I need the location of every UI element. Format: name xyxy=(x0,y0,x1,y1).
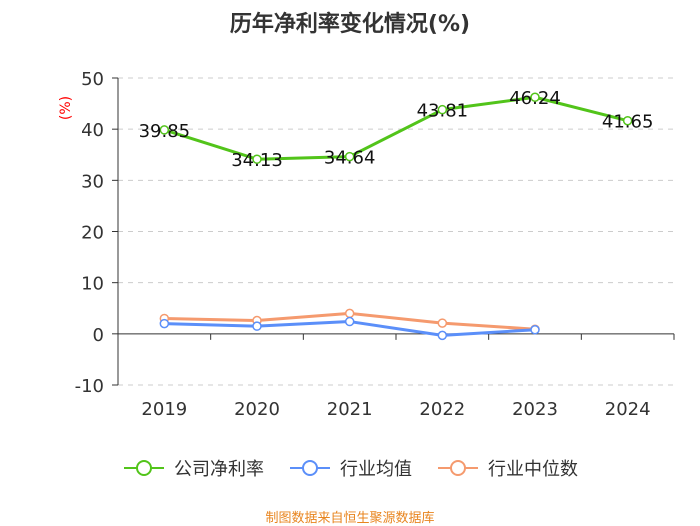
data-label: 43.81 xyxy=(417,101,469,122)
data-label: 39.85 xyxy=(139,121,191,142)
series-lines xyxy=(159,92,633,341)
data-point xyxy=(437,104,448,115)
x-tick-label: 2019 xyxy=(141,399,187,420)
legend-label: 行业中位数 xyxy=(488,459,578,480)
y-tick-label: 30 xyxy=(81,171,104,192)
chart-title: 历年净利率变化情况(%) xyxy=(229,12,471,37)
x-tick-label: 2023 xyxy=(512,399,558,420)
data-point xyxy=(159,318,170,329)
data-point xyxy=(437,318,448,328)
y-tick-label: 20 xyxy=(81,223,104,244)
legend: 公司净利率 行业均值 行业中位数 xyxy=(0,455,700,481)
legend-item-company[interactable]: 公司净利率 xyxy=(122,455,264,481)
legend-label: 公司净利率 xyxy=(174,459,264,480)
gridlines xyxy=(118,77,674,386)
source-note: 制图数据来自恒生聚源数据库 xyxy=(265,511,435,526)
legend-label: 行业均值 xyxy=(340,459,412,480)
data-point xyxy=(344,316,355,327)
data-point xyxy=(252,321,262,331)
data-label: 41.65 xyxy=(602,112,654,133)
legend-item-industry-median[interactable]: 行业中位数 xyxy=(436,455,578,481)
data-point xyxy=(530,92,540,102)
data-labels: 39.85 34.13 34.64 43.81 46.24 41.65 xyxy=(139,88,654,171)
x-tick-label: 2024 xyxy=(605,399,651,420)
y-tick-label: -10 xyxy=(75,376,104,397)
y-tick-label: 10 xyxy=(81,274,104,295)
legend-line-icon xyxy=(438,460,478,476)
data-point xyxy=(437,330,448,341)
y-tick-label: 0 xyxy=(93,325,104,346)
x-tick-label: 2022 xyxy=(419,399,465,420)
y-tick-label: 40 xyxy=(81,120,104,141)
data-point xyxy=(344,151,355,162)
data-point xyxy=(530,324,540,335)
data-label: 34.64 xyxy=(324,148,376,169)
axes: -10 0 10 20 30 40 50 2019 2020 2021 2022 2023 2024 (%… xyxy=(58,69,675,420)
y-axis-label: (%) xyxy=(58,96,74,120)
data-point xyxy=(159,125,170,135)
data-point xyxy=(622,115,633,126)
legend-line-icon xyxy=(290,460,330,476)
data-label: 34.13 xyxy=(231,150,283,171)
x-tick-label: 2021 xyxy=(327,399,373,420)
y-tick-label: 50 xyxy=(81,69,104,90)
legend-item-industry-mean[interactable]: 行业均值 xyxy=(288,455,412,481)
data-point xyxy=(252,154,262,164)
series-line xyxy=(163,95,629,161)
data-label: 46.24 xyxy=(509,88,561,109)
legend-line-icon xyxy=(124,460,164,476)
x-tick-label: 2020 xyxy=(234,399,280,420)
data-point xyxy=(344,308,355,319)
